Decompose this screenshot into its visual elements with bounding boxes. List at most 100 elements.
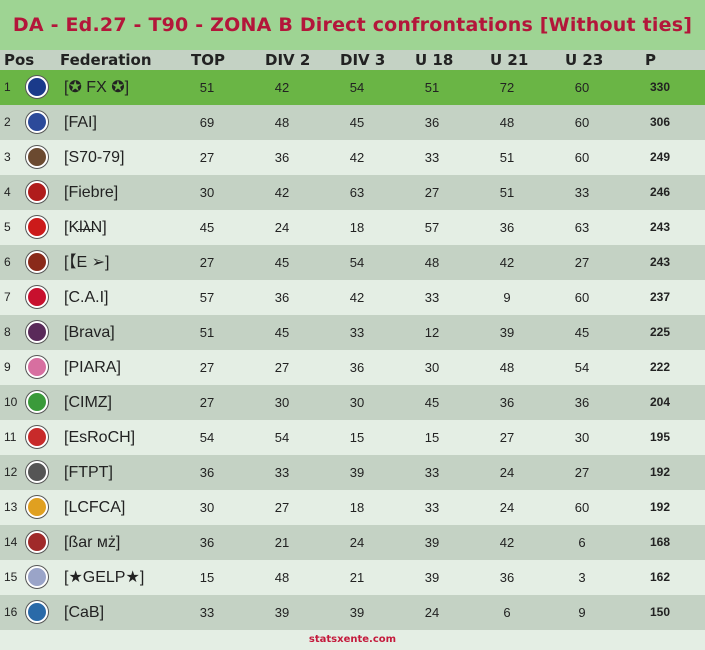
row-federation: [CIMZ]: [64, 394, 112, 411]
row-u23: 45: [574, 325, 590, 340]
row-u21: 36: [499, 220, 515, 235]
table-title: DA - Ed.27 - T90 - ZONA B Direct confron…: [0, 0, 705, 50]
row-u21: 9: [503, 290, 511, 305]
row-position: 8: [4, 325, 11, 339]
row-div2: 39: [274, 605, 290, 620]
table-row: 8 [Brava] 51 45 33 12 39 45 225: [0, 315, 705, 350]
table-row: 1 [✪ FX ✪] 51 42 54 51 72 60 330: [0, 70, 705, 105]
row-top: 27: [199, 360, 215, 375]
row-u18: 15: [424, 430, 440, 445]
header-u18: U 18: [415, 51, 454, 69]
federation-crest-icon: [26, 356, 48, 378]
row-points: 243: [650, 220, 671, 234]
row-u21: 27: [499, 430, 515, 445]
row-points: 192: [650, 465, 671, 479]
table-row: 9 [PIARA] 27 27 36 30 48 54 222: [0, 350, 705, 385]
row-div3: 39: [349, 465, 365, 480]
row-federation: [PIARA]: [64, 359, 121, 376]
row-div2: 45: [274, 255, 290, 270]
row-u18: 33: [424, 500, 440, 515]
table-row: 11 [EsRoCH] 54 54 15 15 27 30 195: [0, 420, 705, 455]
row-federation: [FTPT]: [64, 464, 113, 481]
row-points: 243: [650, 255, 671, 269]
footer-credit: statsxente.com: [308, 634, 397, 645]
row-div2: 42: [274, 185, 290, 200]
row-points: 168: [650, 535, 671, 549]
row-position: 11: [4, 430, 17, 444]
row-points: 249: [650, 150, 671, 164]
federation-crest-icon: [26, 76, 48, 98]
table-row: 6 [【E ➢] 27 45 54 48 42 27 243: [0, 245, 705, 280]
row-div2: 21: [274, 535, 290, 550]
row-div3: 15: [349, 430, 365, 445]
row-u18: 45: [424, 395, 440, 410]
row-div3: 33: [349, 325, 365, 340]
federation-crest-icon: [26, 601, 48, 623]
row-federation: [EsRoCH]: [64, 429, 136, 446]
row-u23: 60: [574, 500, 590, 515]
row-div3: 18: [349, 500, 365, 515]
row-federation: [✪ FX ✪]: [64, 79, 130, 96]
row-position: 16: [4, 605, 18, 619]
row-div2: 30: [274, 395, 290, 410]
row-div2: 48: [274, 570, 290, 585]
row-div2: 27: [274, 500, 290, 515]
row-u21: 72: [499, 80, 515, 95]
row-u18: 33: [424, 290, 440, 305]
federation-crest-icon: [26, 496, 48, 518]
row-top: 69: [199, 115, 215, 130]
table-row: 3 [S70-79] 27 36 42 33 51 60 249: [0, 140, 705, 175]
row-position: 15: [4, 570, 18, 584]
row-div3: 30: [349, 395, 365, 410]
row-federation: [LCFCA]: [64, 499, 126, 516]
row-div3: 18: [349, 220, 365, 235]
row-u21: 42: [499, 255, 515, 270]
row-federation: [FAI]: [64, 114, 97, 131]
row-points: 237: [650, 290, 671, 304]
table-row: 16 [CaB] 33 39 39 24 6 9 150: [0, 595, 705, 630]
table-row: 12 [FTPT] 36 33 39 33 24 27 192: [0, 455, 705, 490]
row-u18: 51: [424, 80, 440, 95]
row-u21: 36: [499, 395, 515, 410]
row-points: 162: [650, 570, 671, 584]
row-top: 36: [199, 535, 215, 550]
row-top: 45: [199, 220, 215, 235]
row-div3: 63: [349, 185, 365, 200]
row-u23: 36: [574, 395, 590, 410]
row-position: 5: [4, 220, 11, 234]
row-top: 15: [199, 570, 215, 585]
header-div2: DIV 2: [265, 51, 311, 69]
row-u21: 36: [499, 570, 515, 585]
row-u23: 33: [574, 185, 590, 200]
header-points: P: [645, 51, 656, 69]
row-div2: 36: [274, 150, 290, 165]
row-u18: 48: [424, 255, 440, 270]
row-federation: [【E ➢]: [64, 254, 110, 271]
row-position: 3: [4, 150, 11, 164]
federation-crest-icon: [26, 181, 48, 203]
row-u23: 60: [574, 115, 590, 130]
row-top: 54: [199, 430, 215, 445]
row-points: 246: [650, 185, 671, 199]
row-div3: 54: [349, 255, 365, 270]
header-u23: U 23: [565, 51, 604, 69]
row-u18: 24: [424, 605, 440, 620]
row-position: 9: [4, 360, 11, 374]
table-row: 13 [LCFCA] 30 27 18 33 24 60 192: [0, 490, 705, 525]
row-position: 7: [4, 290, 11, 304]
row-points: 195: [650, 430, 671, 444]
row-u18: 39: [424, 535, 440, 550]
row-federation: [ßar мż]: [64, 534, 121, 551]
row-position: 6: [4, 255, 11, 269]
table-row: 4 [Fiebre] 30 42 63 27 51 33 246: [0, 175, 705, 210]
row-div2: 42: [274, 80, 290, 95]
row-div3: 42: [349, 150, 365, 165]
table-row: 15 [★GELP★] 15 48 21 39 36 3 162: [0, 560, 705, 595]
federation-crest-icon: [26, 111, 48, 133]
row-u23: 6: [578, 535, 586, 550]
row-u23: 60: [574, 290, 590, 305]
row-u18: 39: [424, 570, 440, 585]
row-top: 57: [199, 290, 215, 305]
row-div2: 54: [274, 430, 290, 445]
row-div2: 36: [274, 290, 290, 305]
